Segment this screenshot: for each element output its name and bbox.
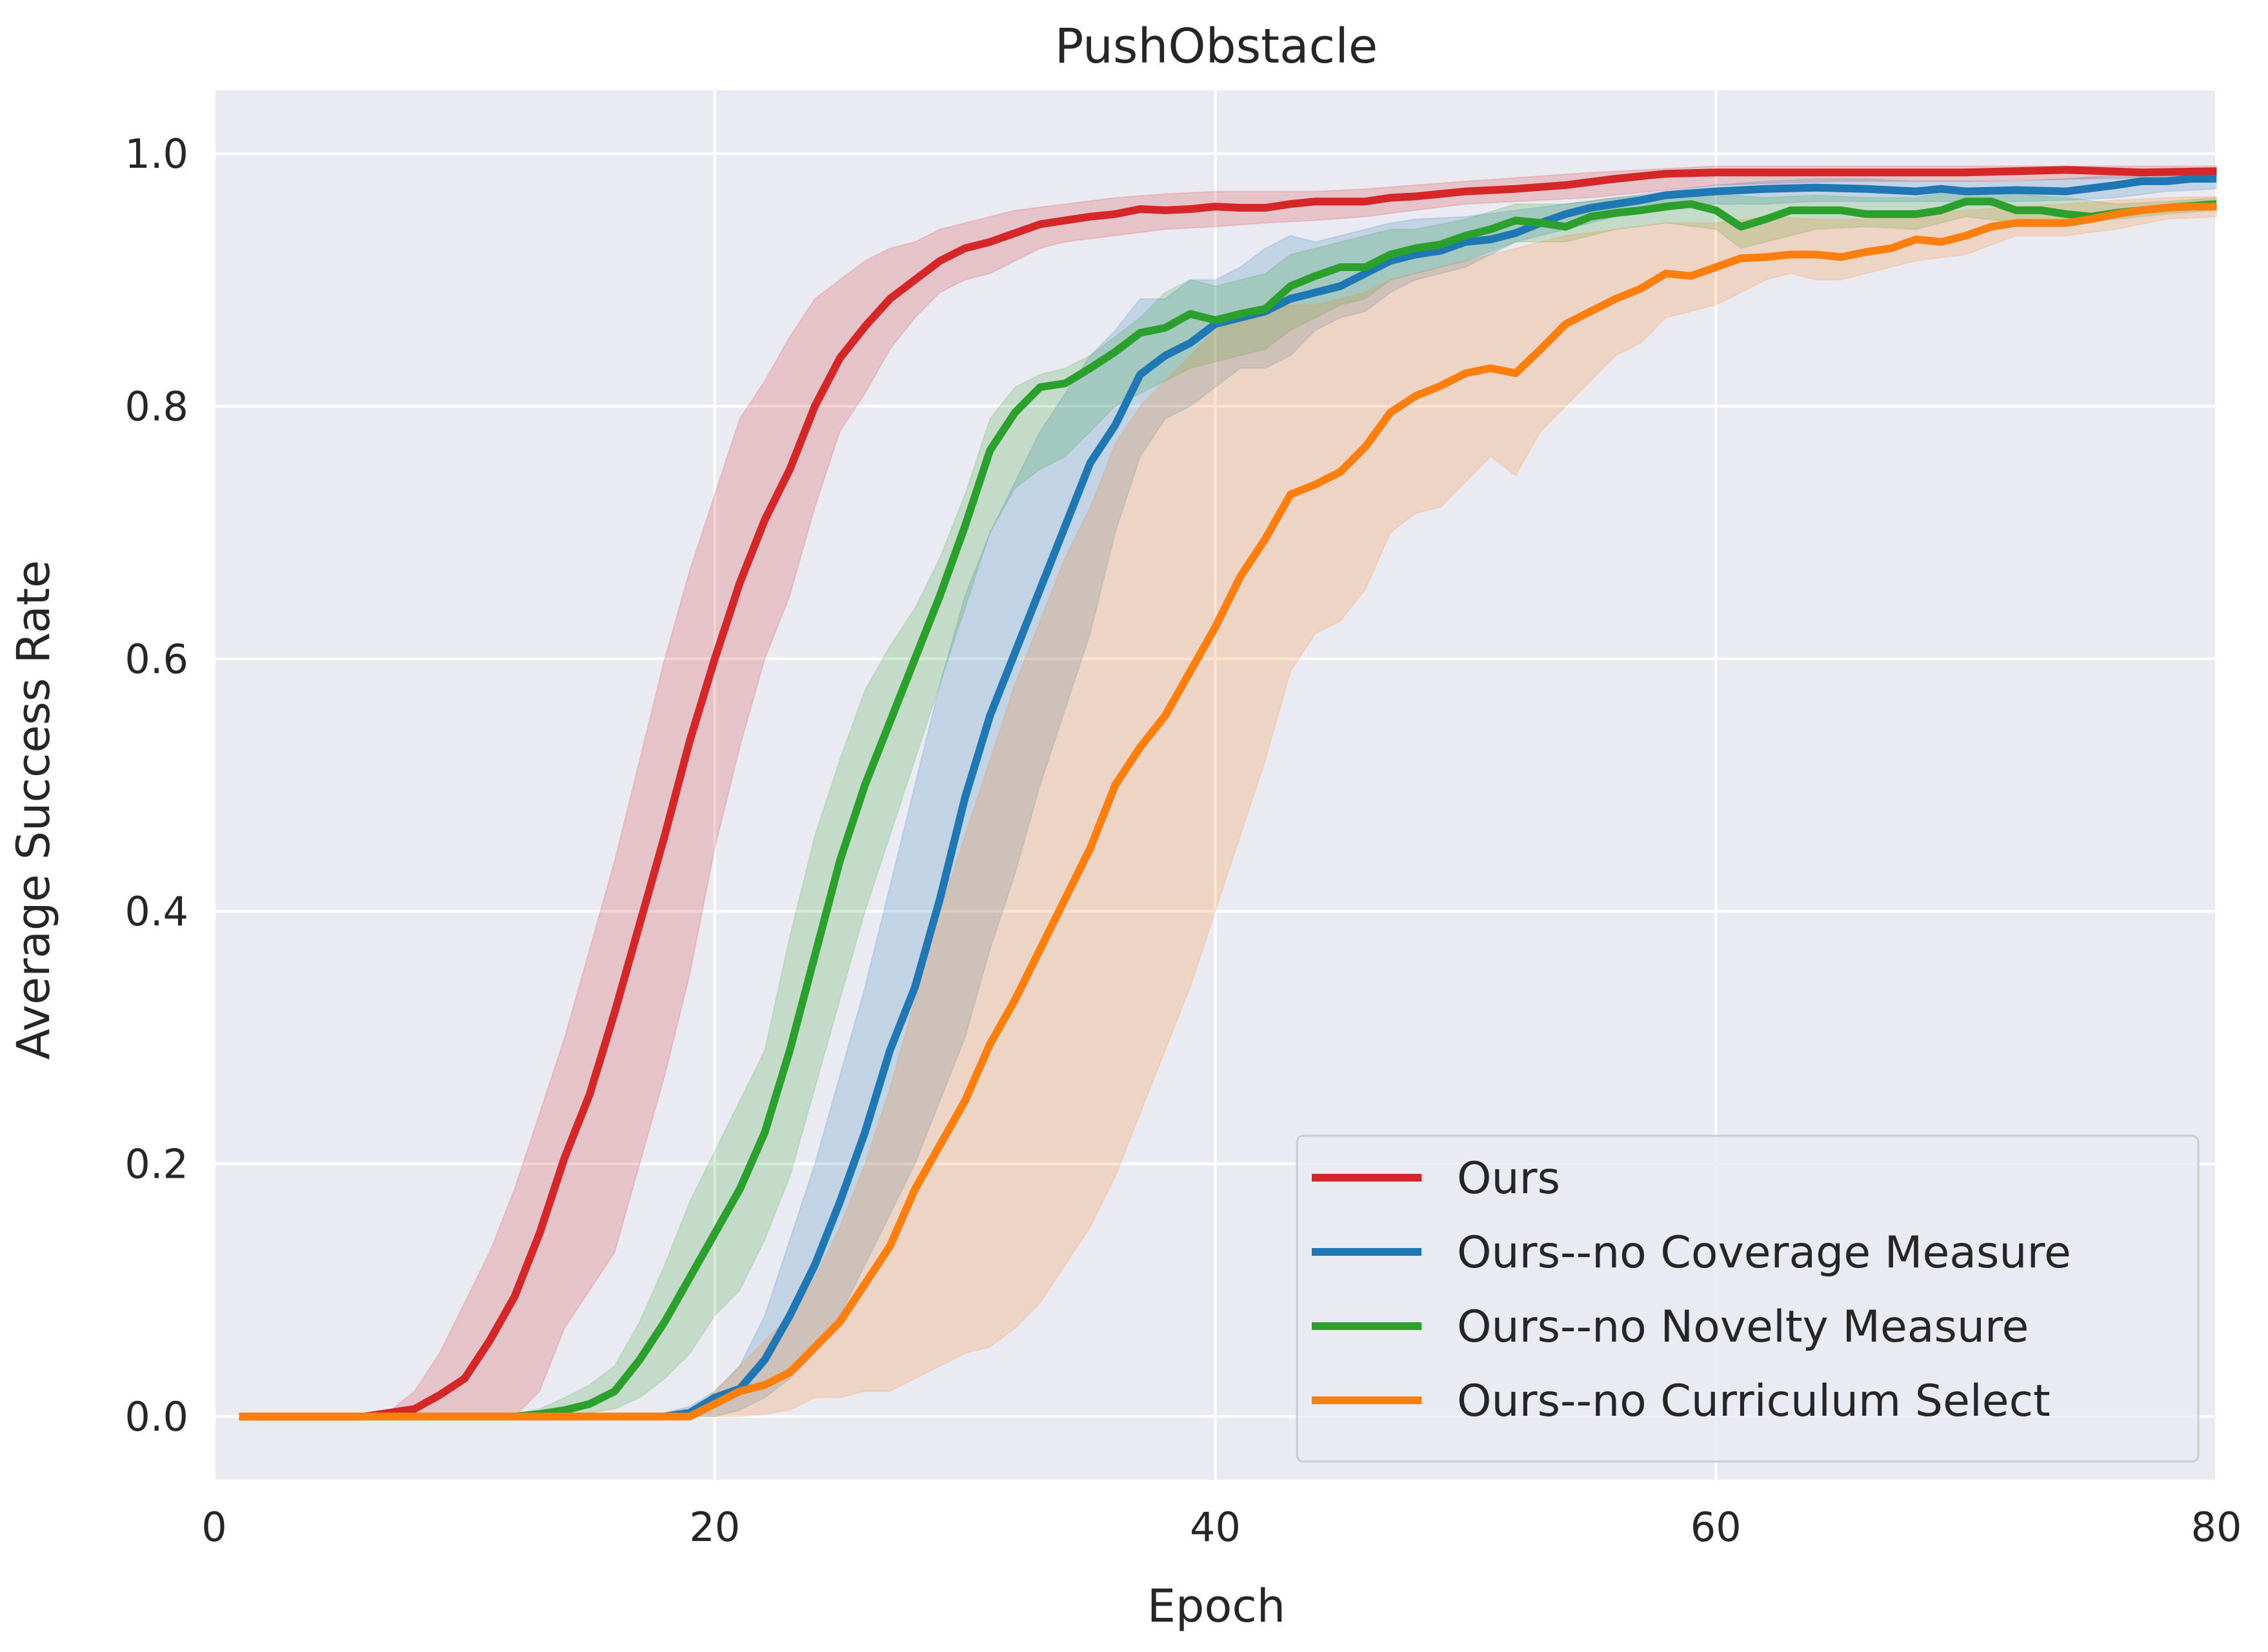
y-tick-label: 1.0: [125, 130, 188, 177]
series-lines: [239, 166, 2217, 1421]
x-axis-label: Epoch: [1147, 1580, 1285, 1633]
series-line-1: [239, 166, 2217, 1421]
y-tick-label: 0.6: [125, 636, 188, 683]
y-axis-label: Average Success Rate: [7, 560, 60, 1060]
confidence-band-3: [239, 188, 2217, 1418]
confidence-band-1: [239, 165, 2217, 1418]
legend: Ours Ours--no Coverage Measure Ours--no No…: [1296, 1134, 2200, 1463]
series-line-4: [239, 203, 2216, 1421]
y-tick-label: 0.8: [125, 383, 188, 430]
legend-box: [1296, 1134, 2200, 1463]
x-tick-label: 40: [1190, 1504, 1241, 1551]
x-tick-label: 80: [2191, 1504, 2242, 1551]
tick-labels: 0 20 40 60 80 0.0 0.2 0.4 0.6 0.8 1.0: [125, 130, 2242, 1551]
legend-label: Ours: [1457, 1153, 1560, 1204]
confidence-band-4: [239, 196, 2217, 1418]
y-tick-label: 0.0: [125, 1393, 188, 1440]
x-tick-label: 0: [201, 1504, 226, 1551]
x-tick-label: 60: [1691, 1504, 1741, 1551]
series-line-2: [239, 175, 2216, 1421]
legend-label: Ours--no Coverage Measure: [1457, 1227, 2071, 1278]
legend-label: Ours--no Curriculum Select: [1457, 1376, 2051, 1427]
y-tick-label: 0.4: [125, 888, 188, 935]
y-tick-label: 0.2: [125, 1141, 188, 1188]
series-line-3: [239, 197, 2217, 1421]
legend-label: Ours--no Novelty Measure: [1457, 1302, 2029, 1353]
chart-title: PushObstacle: [1055, 19, 1378, 74]
x-tick-label: 20: [689, 1504, 740, 1551]
